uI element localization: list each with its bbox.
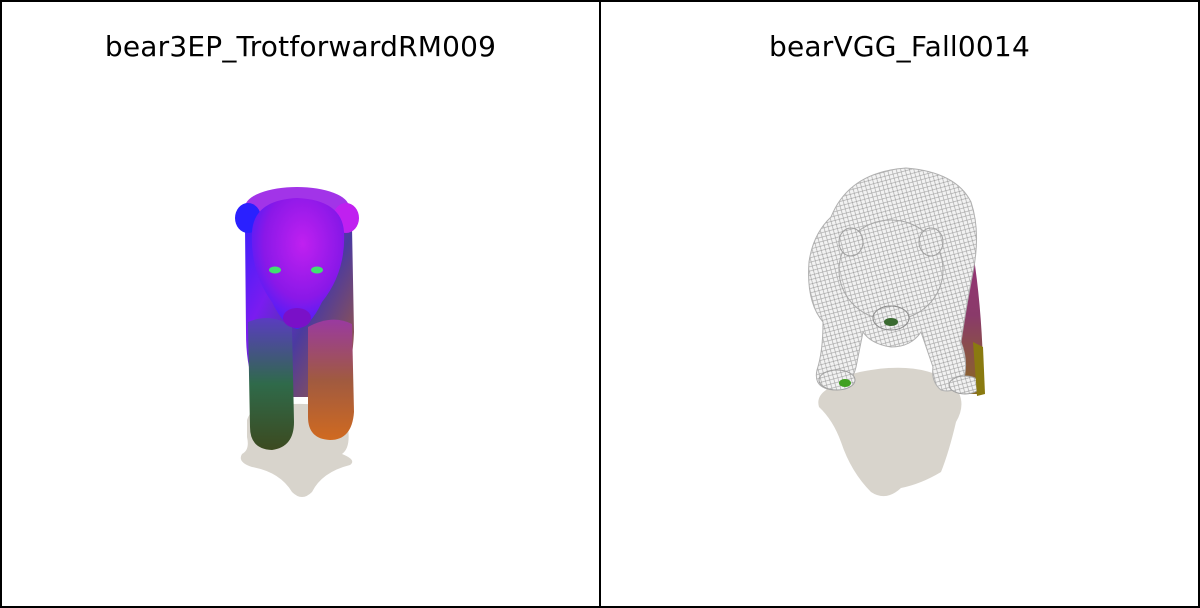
right-panel-title: bearVGG_Fall0014 [769,30,1030,63]
left-eye [269,266,281,274]
left-eye [311,266,323,274]
right-leg-olive [973,342,985,396]
right-paw-green [839,379,851,387]
right-ear [838,227,864,257]
right-paw [818,369,856,391]
left-panel-title: bear3EP_TrotforwardRM009 [104,30,497,63]
left-front-leg [308,319,354,440]
left-snout [283,308,311,328]
right-nose [884,318,898,326]
left-front-leg [248,318,294,450]
left-bear-render [235,187,359,497]
right-ear [918,227,944,257]
right-viewport: bearVGG_Fall0014 [601,2,1198,606]
left-viewport: bear3EP_TrotforwardRM009 [2,2,599,606]
right-bear-render [808,167,985,497]
panel-divider [599,0,601,608]
left-head [251,198,345,329]
right-shadow [818,367,962,497]
